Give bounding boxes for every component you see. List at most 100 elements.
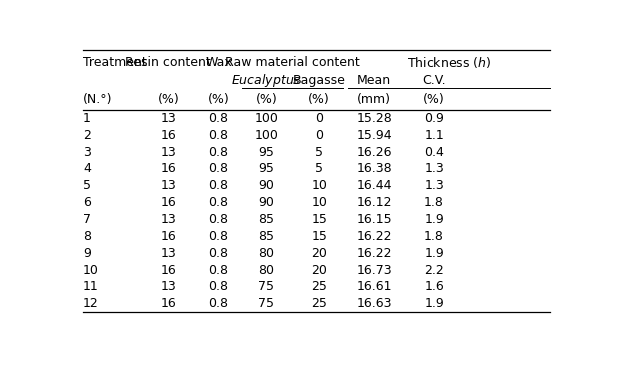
Text: 13: 13 bbox=[161, 280, 176, 293]
Text: 20: 20 bbox=[311, 247, 327, 260]
Text: 0.8: 0.8 bbox=[208, 297, 229, 310]
Text: 0: 0 bbox=[315, 129, 323, 142]
Text: 0.8: 0.8 bbox=[208, 230, 229, 243]
Text: 16.73: 16.73 bbox=[357, 263, 392, 277]
Text: 100: 100 bbox=[255, 129, 278, 142]
Text: 13: 13 bbox=[161, 213, 176, 226]
Text: 90: 90 bbox=[258, 179, 274, 192]
Text: (%): (%) bbox=[423, 93, 445, 106]
Text: (%): (%) bbox=[308, 93, 330, 106]
Text: 75: 75 bbox=[258, 280, 274, 293]
Text: 16: 16 bbox=[161, 196, 176, 209]
Text: 95: 95 bbox=[258, 162, 274, 176]
Text: 0.8: 0.8 bbox=[208, 129, 229, 142]
Text: 20: 20 bbox=[311, 263, 327, 277]
Text: Bagasse: Bagasse bbox=[293, 74, 345, 87]
Text: 16: 16 bbox=[161, 129, 176, 142]
Text: 0.8: 0.8 bbox=[208, 247, 229, 260]
Text: Wax: Wax bbox=[205, 56, 232, 69]
Text: 80: 80 bbox=[258, 263, 274, 277]
Text: 1.9: 1.9 bbox=[424, 247, 444, 260]
Text: 0.8: 0.8 bbox=[208, 162, 229, 176]
Text: (%): (%) bbox=[208, 93, 229, 106]
Text: 80: 80 bbox=[258, 247, 274, 260]
Text: 5: 5 bbox=[83, 179, 91, 192]
Text: 3: 3 bbox=[83, 146, 91, 159]
Text: 10: 10 bbox=[311, 196, 327, 209]
Text: 0: 0 bbox=[315, 112, 323, 125]
Text: 13: 13 bbox=[161, 247, 176, 260]
Text: 12: 12 bbox=[83, 297, 99, 310]
Text: 7: 7 bbox=[83, 213, 91, 226]
Text: 0.8: 0.8 bbox=[208, 280, 229, 293]
Text: 16.44: 16.44 bbox=[357, 179, 392, 192]
Text: 11: 11 bbox=[83, 280, 99, 293]
Text: 16.22: 16.22 bbox=[357, 230, 392, 243]
Text: 8: 8 bbox=[83, 230, 91, 243]
Text: 16.26: 16.26 bbox=[357, 146, 392, 159]
Text: 0.4: 0.4 bbox=[424, 146, 444, 159]
Text: 1.6: 1.6 bbox=[424, 280, 444, 293]
Text: 16: 16 bbox=[161, 162, 176, 176]
Text: 1.8: 1.8 bbox=[424, 230, 444, 243]
Text: 1.3: 1.3 bbox=[424, 179, 444, 192]
Text: 5: 5 bbox=[315, 162, 323, 176]
Text: Raw material content: Raw material content bbox=[226, 56, 360, 69]
Text: 0.8: 0.8 bbox=[208, 146, 229, 159]
Text: 13: 13 bbox=[161, 146, 176, 159]
Text: Resin content: Resin content bbox=[125, 56, 211, 69]
Text: 2: 2 bbox=[83, 129, 91, 142]
Text: $\it{Eucalyptus}$: $\it{Eucalyptus}$ bbox=[231, 72, 302, 89]
Text: (mm): (mm) bbox=[357, 93, 391, 106]
Text: 16.22: 16.22 bbox=[357, 247, 392, 260]
Text: Mean: Mean bbox=[357, 74, 391, 87]
Text: Thickness ($h$): Thickness ($h$) bbox=[407, 55, 491, 70]
Text: 100: 100 bbox=[255, 112, 278, 125]
Text: 16.61: 16.61 bbox=[357, 280, 392, 293]
Text: 1.1: 1.1 bbox=[424, 129, 444, 142]
Text: 2.2: 2.2 bbox=[424, 263, 444, 277]
Text: 9: 9 bbox=[83, 247, 91, 260]
Text: 16.38: 16.38 bbox=[357, 162, 392, 176]
Text: 0.8: 0.8 bbox=[208, 196, 229, 209]
Text: 16: 16 bbox=[161, 297, 176, 310]
Text: Treatment: Treatment bbox=[83, 56, 146, 69]
Text: 95: 95 bbox=[258, 146, 274, 159]
Text: 16: 16 bbox=[161, 263, 176, 277]
Text: (%): (%) bbox=[256, 93, 277, 106]
Text: 4: 4 bbox=[83, 162, 91, 176]
Text: 5: 5 bbox=[315, 146, 323, 159]
Text: 6: 6 bbox=[83, 196, 91, 209]
Text: 25: 25 bbox=[311, 280, 327, 293]
Text: 1.9: 1.9 bbox=[424, 213, 444, 226]
Text: 15.94: 15.94 bbox=[357, 129, 392, 142]
Text: 15.28: 15.28 bbox=[357, 112, 392, 125]
Text: 10: 10 bbox=[311, 179, 327, 192]
Text: 13: 13 bbox=[161, 179, 176, 192]
Text: 85: 85 bbox=[258, 230, 274, 243]
Text: 13: 13 bbox=[161, 112, 176, 125]
Text: 16.15: 16.15 bbox=[357, 213, 392, 226]
Text: 25: 25 bbox=[311, 297, 327, 310]
Text: 0.8: 0.8 bbox=[208, 112, 229, 125]
Text: 75: 75 bbox=[258, 297, 274, 310]
Text: 90: 90 bbox=[258, 196, 274, 209]
Text: 15: 15 bbox=[311, 213, 327, 226]
Text: 10: 10 bbox=[83, 263, 99, 277]
Text: 16: 16 bbox=[161, 230, 176, 243]
Text: C.V.: C.V. bbox=[422, 74, 446, 87]
Text: 1.8: 1.8 bbox=[424, 196, 444, 209]
Text: (%): (%) bbox=[158, 93, 179, 106]
Text: 16.12: 16.12 bbox=[357, 196, 392, 209]
Text: 0.8: 0.8 bbox=[208, 213, 229, 226]
Text: 0.8: 0.8 bbox=[208, 179, 229, 192]
Text: 1.3: 1.3 bbox=[424, 162, 444, 176]
Text: (N.°): (N.°) bbox=[83, 93, 112, 106]
Text: 16.63: 16.63 bbox=[357, 297, 392, 310]
Text: 0.9: 0.9 bbox=[424, 112, 444, 125]
Text: 1.9: 1.9 bbox=[424, 297, 444, 310]
Text: 15: 15 bbox=[311, 230, 327, 243]
Text: 0.8: 0.8 bbox=[208, 263, 229, 277]
Text: 85: 85 bbox=[258, 213, 274, 226]
Text: 1: 1 bbox=[83, 112, 91, 125]
